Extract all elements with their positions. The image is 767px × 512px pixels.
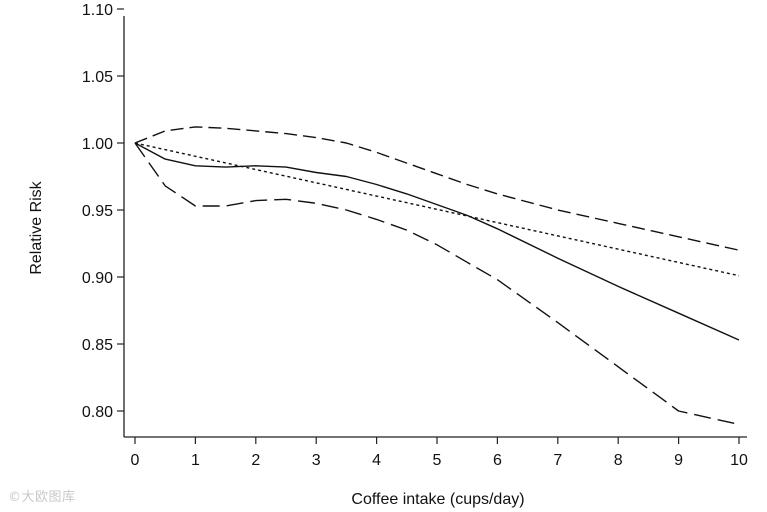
x-axis-label: Coffee intake (cups/day) xyxy=(351,491,524,508)
y-axis-label: Relative Risk xyxy=(28,180,45,274)
watermark: ©大欧图库 xyxy=(8,490,76,505)
series-line-solid xyxy=(134,142,740,341)
series-lines xyxy=(134,126,740,426)
x-tick-label: 10 xyxy=(730,452,748,469)
y-tick-label: 0.95 xyxy=(82,203,113,220)
series-line-dashed xyxy=(134,126,740,251)
x-axis-ticks: 0 1 2 3 4 5 6 7 8 9 10 xyxy=(131,437,748,469)
y-tick-label: 0.90 xyxy=(82,270,113,287)
y-tick-label: 1.05 xyxy=(82,69,113,86)
x-tick-label: 1 xyxy=(191,452,200,469)
y-tick-label: 1.00 xyxy=(82,136,113,153)
y-tick-label: 0.80 xyxy=(82,404,113,421)
axes xyxy=(123,16,747,438)
x-tick-label: 5 xyxy=(433,452,442,469)
x-tick-label: 7 xyxy=(553,452,562,469)
series-line-long-dashed xyxy=(134,142,740,426)
y-axis-ticks: 0.80 0.85 0.90 0.95 1.00 1.05 1.10 xyxy=(82,2,124,421)
x-tick-label: 2 xyxy=(251,452,260,469)
y-tick-label: 0.85 xyxy=(82,337,113,354)
y-tick-label: 1.10 xyxy=(82,2,113,19)
x-tick-label: 9 xyxy=(674,452,683,469)
x-tick-label: 6 xyxy=(493,452,502,469)
x-tick-label: 3 xyxy=(312,452,321,469)
x-tick-label: 8 xyxy=(614,452,623,469)
x-tick-label: 0 xyxy=(131,452,140,469)
series-line-dotted xyxy=(134,142,740,277)
x-tick-label: 4 xyxy=(372,452,381,469)
